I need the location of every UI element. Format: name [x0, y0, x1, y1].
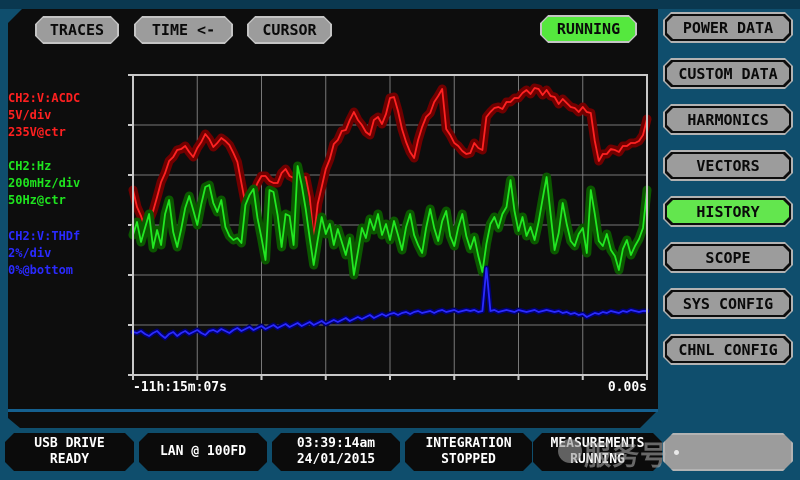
time-axis-start-label: -11h:15m:07s: [133, 380, 227, 395]
menu-power-data-label: POWER DATA: [682, 18, 774, 37]
menu-item-power-data[interactable]: POWER DATA: [663, 12, 793, 43]
panel-divider-line: [8, 409, 658, 412]
traces-button-label: TRACES: [49, 21, 105, 39]
status-integration-line1: INTEGRATION: [425, 436, 512, 451]
history-graph: [125, 69, 657, 385]
running-indicator-fill: RUNNING: [542, 17, 635, 41]
menu-history-fill: HISTORY: [667, 200, 789, 223]
menu-scope-fill: SCOPE: [667, 246, 789, 269]
menu-vectors-fill: VECTORS: [667, 154, 789, 177]
menu-power-data-fill: POWER DATA: [667, 16, 789, 39]
status-usb: USB DRIVE READY: [5, 433, 134, 471]
blank-softkey-button[interactable]: [663, 433, 793, 471]
cursor-button-fill: CURSOR: [249, 18, 330, 42]
status-measurements: MEASUREMENTS RUNNING: [533, 433, 662, 471]
menu-item-custom-data[interactable]: CUSTOM DATA: [663, 58, 793, 89]
menu-item-scope[interactable]: SCOPE: [663, 242, 793, 273]
top-strip: [0, 0, 800, 9]
status-measurements-line2: RUNNING: [570, 452, 625, 467]
channel-label-frequency: CH2:Hz 200mHz/div 50Hz@ctr: [8, 158, 126, 209]
status-clock-time: 03:39:14am: [296, 436, 376, 451]
menu-harmonics-label: HARMONICS: [687, 110, 769, 129]
menu-harmonics-fill: HARMONICS: [667, 108, 789, 131]
time-axis-end-label: 0.00s: [607, 380, 647, 395]
menu-history-label: HISTORY: [696, 202, 760, 221]
time-button[interactable]: TIME <-: [134, 16, 233, 44]
traces-button-fill: TRACES: [37, 18, 117, 42]
status-clock-date: 24/01/2015: [296, 452, 376, 467]
menu-item-sys-config[interactable]: SYS CONFIG: [663, 288, 793, 319]
menu-item-vectors[interactable]: VECTORS: [663, 150, 793, 181]
cursor-button-label: CURSOR: [262, 21, 317, 39]
menu-vectors-label: VECTORS: [696, 156, 760, 175]
menu-sys-config-label: SYS CONFIG: [682, 294, 774, 313]
running-indicator-label: RUNNING: [556, 20, 621, 38]
menu-custom-data-fill: CUSTOM DATA: [667, 62, 789, 85]
channel-thd-scale: 2%/div: [8, 246, 52, 260]
channel-voltage-name: CH2:V:ACDC: [8, 91, 81, 105]
channel-frequency-scale: 200mHz/div: [8, 176, 81, 190]
softkey-indicator-dot: [674, 450, 679, 455]
status-lan-line1: LAN @ 100FD: [159, 444, 247, 459]
channel-voltage-ref: 235V@ctr: [8, 125, 66, 139]
channel-label-voltage: CH2:V:ACDC 5V/div 235V@ctr: [8, 90, 126, 141]
status-usb-line2: READY: [49, 452, 90, 467]
channel-thd-name: CH2:V:THDf: [8, 229, 81, 243]
channel-label-thd: CH2:V:THDf 2%/div 0%@bottom: [8, 228, 126, 279]
status-usb-line1: USB DRIVE: [34, 436, 105, 451]
menu-chnl-config-label: CHNL CONFIG: [678, 340, 778, 359]
status-integration-line2: STOPPED: [441, 452, 496, 467]
status-clock: 03:39:14am 24/01/2015: [272, 433, 400, 471]
cursor-button[interactable]: CURSOR: [247, 16, 332, 44]
status-measurements-line1: MEASUREMENTS: [550, 436, 645, 451]
traces-button[interactable]: TRACES: [35, 16, 119, 44]
status-lan: LAN @ 100FD: [139, 433, 267, 471]
channel-frequency-name: CH2:Hz: [8, 159, 52, 173]
menu-item-harmonics[interactable]: HARMONICS: [663, 104, 793, 135]
menu-sys-config-fill: SYS CONFIG: [667, 292, 789, 315]
running-indicator: RUNNING: [540, 15, 637, 43]
channel-thd-ref: 0%@bottom: [8, 263, 74, 277]
channel-frequency-ref: 50Hz@ctr: [8, 193, 66, 207]
menu-scope-label: SCOPE: [705, 248, 751, 267]
channel-voltage-scale: 5V/div: [8, 108, 52, 122]
status-integration: INTEGRATION STOPPED: [405, 433, 532, 471]
menu-chnl-config-fill: CHNL CONFIG: [667, 338, 789, 361]
menu-item-history[interactable]: HISTORY: [663, 196, 793, 227]
menu-custom-data-label: CUSTOM DATA: [678, 64, 778, 83]
time-button-label: TIME <-: [151, 21, 216, 39]
menu-item-chnl-config[interactable]: CHNL CONFIG: [663, 334, 793, 365]
time-axis: -11h:15m:07s 0.00s: [133, 380, 647, 395]
time-button-fill: TIME <-: [136, 18, 231, 42]
